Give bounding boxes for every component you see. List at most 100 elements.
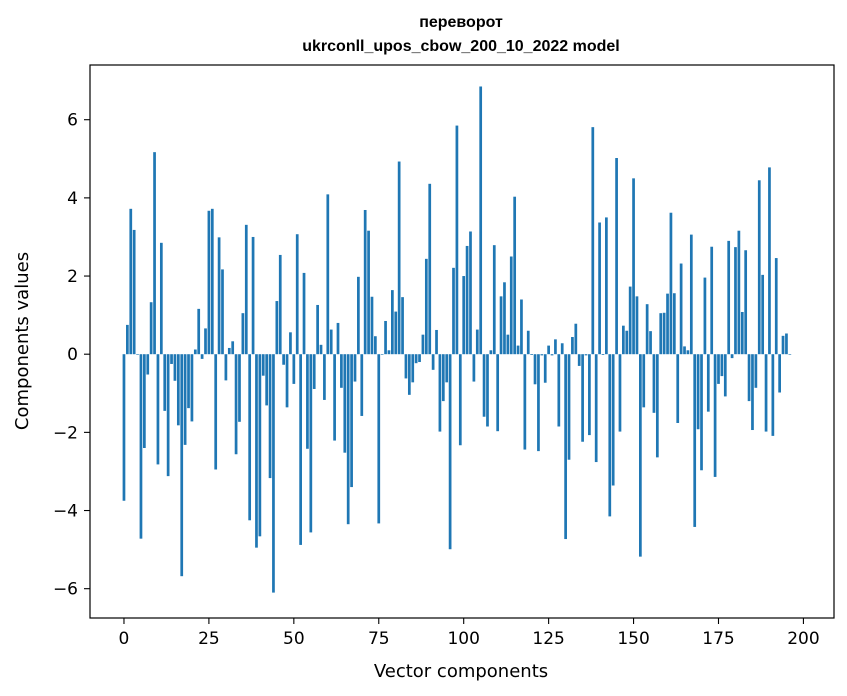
bar-191 bbox=[771, 354, 775, 436]
x-axis-label: Vector components bbox=[374, 661, 548, 682]
bar-15 bbox=[173, 354, 177, 381]
bar-11 bbox=[159, 242, 163, 355]
bar-129 bbox=[560, 343, 564, 355]
bar-196 bbox=[788, 354, 792, 355]
bar-25 bbox=[207, 210, 211, 355]
bar-149 bbox=[628, 286, 632, 355]
plot-frame bbox=[89, 64, 835, 619]
bar-106 bbox=[482, 354, 486, 417]
bar-179 bbox=[730, 354, 734, 359]
bar-19 bbox=[187, 354, 190, 409]
bar-71 bbox=[363, 209, 367, 355]
bar-132 bbox=[571, 337, 574, 355]
bar-111 bbox=[499, 296, 503, 355]
bar-156 bbox=[652, 354, 656, 413]
y-tick-label: 4 bbox=[67, 189, 78, 209]
bar-125 bbox=[547, 345, 550, 355]
bar-59 bbox=[323, 354, 326, 400]
bar-115 bbox=[513, 196, 517, 355]
bar-194 bbox=[781, 335, 785, 355]
bar-45 bbox=[275, 301, 279, 355]
bar-77 bbox=[384, 320, 387, 355]
bar-74 bbox=[374, 336, 377, 355]
bar-166 bbox=[686, 350, 690, 355]
bar-31 bbox=[227, 347, 231, 355]
y-tick-label: −2 bbox=[53, 423, 78, 443]
y-tick-label: 0 bbox=[67, 345, 78, 365]
bar-32 bbox=[231, 341, 235, 355]
bar-163 bbox=[676, 354, 680, 423]
bar-47 bbox=[282, 354, 285, 365]
bar-148 bbox=[625, 330, 629, 355]
bar-130 bbox=[564, 354, 567, 540]
bar-133 bbox=[574, 323, 578, 355]
bar-105 bbox=[479, 86, 483, 355]
bar-34 bbox=[238, 354, 241, 422]
x-tick-label: 200 bbox=[787, 629, 819, 649]
bar-70 bbox=[360, 354, 364, 416]
y-tick-label: −4 bbox=[53, 502, 78, 522]
bar-167 bbox=[689, 234, 693, 355]
bar-126 bbox=[550, 354, 554, 356]
bar-76 bbox=[380, 354, 384, 355]
bar-147 bbox=[622, 325, 625, 355]
bar-104 bbox=[475, 329, 479, 355]
x-tick-label: 50 bbox=[283, 629, 305, 649]
bar-181 bbox=[737, 230, 741, 355]
bar-93 bbox=[438, 354, 442, 432]
bar-188 bbox=[761, 274, 765, 355]
bar-139 bbox=[594, 354, 598, 463]
bar-154 bbox=[645, 304, 649, 355]
bar-60 bbox=[326, 194, 330, 355]
bar-85 bbox=[411, 354, 415, 383]
bar-180 bbox=[734, 247, 737, 355]
bar-43 bbox=[268, 354, 272, 479]
bar-75 bbox=[377, 354, 381, 524]
bar-182 bbox=[740, 311, 744, 355]
bar-3 bbox=[132, 229, 136, 355]
bar-112 bbox=[503, 282, 506, 355]
bar-38 bbox=[251, 236, 255, 355]
bar-152 bbox=[639, 354, 642, 557]
bar-55 bbox=[309, 354, 313, 533]
bar-144 bbox=[611, 354, 615, 486]
bar-124 bbox=[543, 354, 547, 383]
bar-68 bbox=[353, 354, 357, 382]
bar-153 bbox=[642, 354, 646, 408]
y-tick-label: 2 bbox=[67, 267, 78, 287]
bar-48 bbox=[285, 354, 289, 408]
bar-177 bbox=[723, 354, 727, 397]
bar-1 bbox=[126, 324, 129, 355]
bar-53 bbox=[302, 272, 306, 355]
bar-141 bbox=[601, 354, 605, 355]
bar-98 bbox=[455, 125, 459, 355]
bar-119 bbox=[526, 330, 530, 355]
bar-28 bbox=[217, 237, 221, 355]
bar-20 bbox=[190, 354, 194, 422]
bar-66 bbox=[346, 354, 350, 525]
bar-116 bbox=[516, 345, 520, 355]
bar-62 bbox=[333, 354, 336, 441]
bar-95 bbox=[445, 354, 449, 383]
bar-89 bbox=[424, 258, 428, 355]
bar-127 bbox=[554, 339, 557, 355]
bars-group bbox=[122, 86, 792, 593]
y-tick-label: 6 bbox=[67, 111, 78, 131]
bar-52 bbox=[299, 354, 302, 545]
bar-99 bbox=[458, 354, 462, 446]
bar-162 bbox=[672, 293, 676, 355]
bar-72 bbox=[367, 230, 370, 355]
bar-64 bbox=[340, 354, 343, 388]
bar-79 bbox=[391, 290, 394, 355]
bar-118 bbox=[523, 354, 527, 450]
bar-36 bbox=[244, 224, 248, 355]
bar-42 bbox=[265, 354, 269, 406]
x-tick-label: 0 bbox=[119, 629, 130, 649]
bar-117 bbox=[520, 299, 523, 355]
bar-135 bbox=[581, 354, 584, 442]
bar-61 bbox=[329, 329, 333, 355]
bar-17 bbox=[180, 354, 184, 577]
bar-94 bbox=[441, 354, 445, 402]
bar-44 bbox=[272, 354, 275, 593]
bar-160 bbox=[666, 293, 669, 355]
